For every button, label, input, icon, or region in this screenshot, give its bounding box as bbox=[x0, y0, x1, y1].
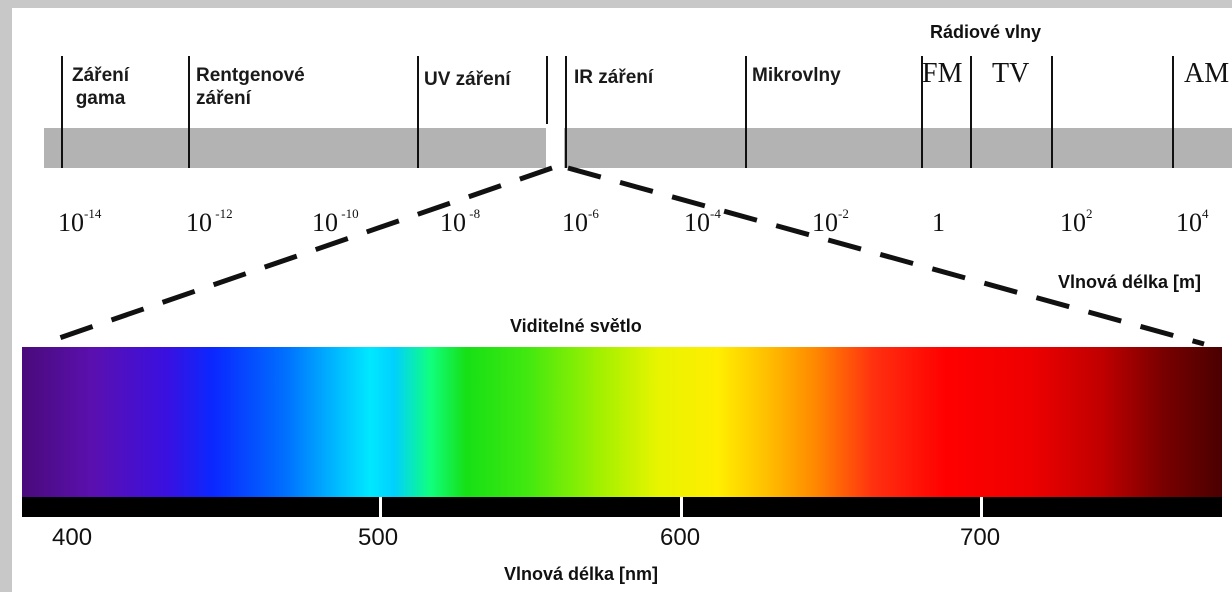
visible-axis-tick bbox=[980, 497, 983, 517]
wavelength-tick-label: 10 -12 bbox=[186, 206, 233, 237]
visible-axis-tick bbox=[379, 497, 382, 517]
band-divider bbox=[565, 56, 567, 168]
visible-axis-bar bbox=[22, 497, 1222, 517]
band-label-gamma: Záření gama bbox=[72, 65, 130, 109]
visible-tick-label: 700 bbox=[960, 524, 1001, 551]
radio-waves-heading: Rádiové vlny bbox=[930, 22, 1042, 42]
band-divider bbox=[745, 56, 747, 168]
band-divider bbox=[970, 56, 972, 168]
visible-spectrum-bar bbox=[22, 347, 1222, 497]
band-divider bbox=[546, 56, 548, 124]
visible-light-title: Viditelné světlo bbox=[510, 316, 642, 336]
spectrum-band-bar-gap bbox=[546, 126, 564, 170]
zoom-lines bbox=[41, 165, 1205, 347]
wavelength-tick-label: 1 bbox=[932, 208, 945, 237]
wavelength-tick-label: 10 -10 bbox=[312, 206, 359, 237]
visible-tick-label: 400 bbox=[52, 524, 93, 551]
band-label-fm: FM bbox=[922, 58, 963, 89]
wavelength-axis-label-nm: Vlnová délka [nm] bbox=[504, 564, 659, 584]
visible-tick-label: 500 bbox=[358, 524, 399, 551]
band-divider bbox=[188, 56, 190, 168]
band-divider bbox=[921, 56, 923, 168]
band-label-uv: UV záření bbox=[424, 69, 511, 90]
zoom-line-right bbox=[567, 165, 1205, 347]
band-label-microwave: Mikrovlny bbox=[752, 65, 841, 86]
wavelength-tick-label: 10-4 bbox=[684, 206, 721, 237]
wavelength-tick-label: 10-14 bbox=[58, 206, 102, 237]
wavelength-axis-label-m: Vlnová délka [m] bbox=[1058, 272, 1202, 292]
band-divider bbox=[1051, 56, 1053, 168]
zoom-line-left bbox=[41, 165, 553, 347]
band-label-xray: Rentgenové záření bbox=[196, 65, 305, 109]
wavelength-tick-label: 10 -8 bbox=[440, 206, 481, 237]
band-label-tv: TV bbox=[992, 58, 1030, 89]
wavelength-tick-label: 104 bbox=[1176, 206, 1209, 237]
band-divider bbox=[1172, 56, 1174, 168]
band-label-am: AM bbox=[1184, 58, 1230, 89]
visible-axis-tick bbox=[680, 497, 683, 517]
wavelength-tick-label: 10-2 bbox=[812, 206, 849, 237]
band-divider bbox=[417, 56, 419, 168]
band-divider bbox=[61, 56, 63, 168]
spectrum-figure: Záření gama Rentgenové záření UV záření … bbox=[12, 8, 1232, 592]
wavelength-tick-label: 102 bbox=[1060, 206, 1093, 237]
band-label-ir: IR záření bbox=[574, 67, 654, 88]
visible-tick-label: 600 bbox=[660, 524, 701, 551]
wavelength-tick-label: 10-6 bbox=[562, 206, 599, 237]
spectrum-band-bar bbox=[44, 128, 1232, 168]
